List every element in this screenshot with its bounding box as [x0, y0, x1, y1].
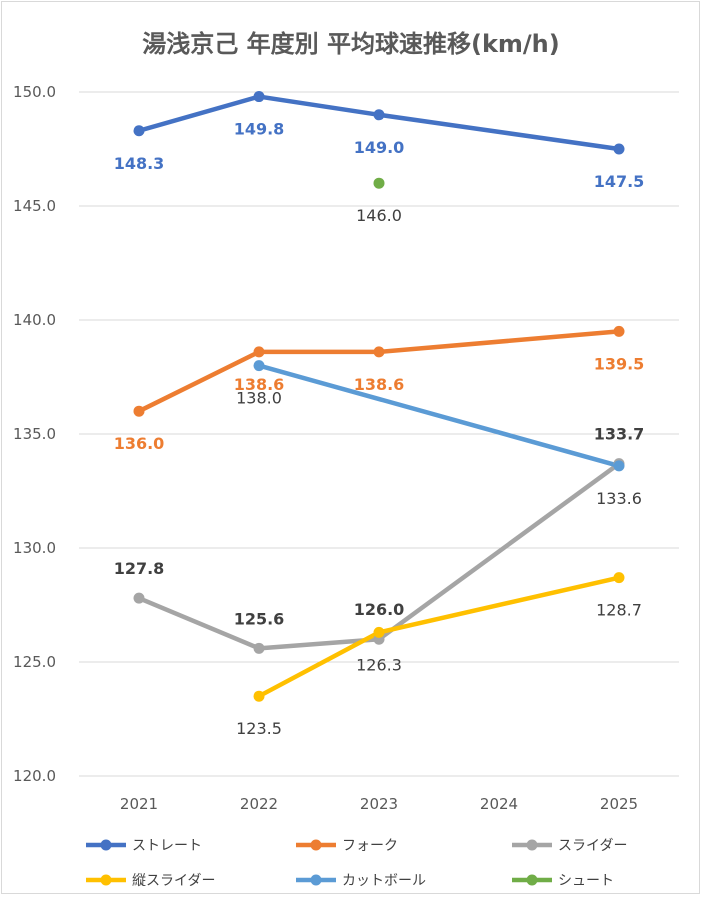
- legend-marker: [310, 839, 322, 851]
- data-label: 125.6: [234, 609, 285, 628]
- data-point: [373, 109, 385, 121]
- gridlines: [79, 91, 679, 777]
- data-label: 133.6: [596, 489, 642, 508]
- legend-marker: [100, 874, 112, 886]
- series-points: [133, 91, 625, 702]
- legend-label: シュート: [558, 873, 614, 889]
- data-point: [253, 690, 265, 702]
- data-point: [613, 572, 625, 584]
- x-tick-label: 2021: [120, 795, 158, 813]
- data-label: 133.7: [594, 425, 645, 444]
- chart-title: 湯浅京己 年度別 平均球速推移(km/h): [142, 30, 559, 58]
- series-line: [256, 363, 622, 469]
- data-label: 138.6: [234, 375, 285, 394]
- legend-marker: [100, 839, 112, 851]
- y-tick-label: 150.0: [13, 83, 56, 101]
- data-label: 138.6: [354, 375, 405, 394]
- data-label: 127.8: [114, 559, 165, 578]
- data-point: [373, 177, 385, 189]
- y-tick-label: 140.0: [13, 311, 56, 329]
- data-point: [613, 143, 625, 155]
- series-line: [136, 329, 622, 414]
- data-label: 128.7: [596, 601, 642, 620]
- data-point: [133, 405, 145, 417]
- series-line: [136, 94, 622, 152]
- data-label: 126.0: [354, 600, 405, 619]
- data-point: [253, 360, 265, 372]
- x-tick-label: 2023: [360, 795, 398, 813]
- legend-label: ストレート: [132, 838, 202, 854]
- y-tick-label: 130.0: [13, 539, 56, 557]
- legend-label: カットボール: [342, 873, 426, 889]
- x-tick-label: 2022: [240, 795, 278, 813]
- y-axis-tick-labels: 120.0 125.0 130.0 135.0 140.0 145.0 150.0: [13, 83, 56, 785]
- y-tick-label: 145.0: [13, 197, 56, 215]
- data-point: [373, 346, 385, 358]
- data-label: 139.5: [594, 354, 645, 373]
- data-label: 148.3: [114, 154, 165, 173]
- data-label: 146.0: [356, 206, 402, 225]
- data-label: 138.0: [236, 389, 282, 408]
- x-tick-label: 2025: [600, 795, 638, 813]
- data-label: 126.3: [356, 655, 402, 674]
- data-point: [133, 592, 145, 604]
- data-point: [133, 125, 145, 137]
- y-tick-label: 120.0: [13, 767, 56, 785]
- data-point: [253, 642, 265, 654]
- data-label: 147.5: [594, 172, 645, 191]
- data-label: 149.8: [234, 120, 285, 139]
- legend-label: 縦スライダー: [132, 873, 215, 889]
- y-tick-label: 135.0: [13, 425, 56, 443]
- legend-label: フォーク: [342, 838, 398, 854]
- data-label: 136.0: [114, 434, 165, 453]
- data-point: [613, 460, 625, 472]
- data-point: [253, 91, 265, 103]
- x-axis-tick-labels: 2021 2022 2023 2024 2025: [120, 795, 638, 813]
- data-point: [253, 346, 265, 358]
- data-label: 149.0: [354, 138, 405, 157]
- legend-marker: [526, 874, 538, 886]
- y-tick-label: 125.0: [13, 653, 56, 671]
- legend-marker: [526, 839, 538, 851]
- data-point: [613, 325, 625, 337]
- data-point: [373, 626, 385, 638]
- x-tick-label: 2024: [480, 795, 518, 813]
- legend-label: スライダー: [558, 838, 627, 854]
- legend-marker: [310, 874, 322, 886]
- series-line: [136, 461, 622, 651]
- data-labels: 148.3 149.8 149.0 147.5 136.0 138.6 138.6 139.5…: [114, 120, 645, 739]
- data-label: 123.5: [236, 719, 282, 738]
